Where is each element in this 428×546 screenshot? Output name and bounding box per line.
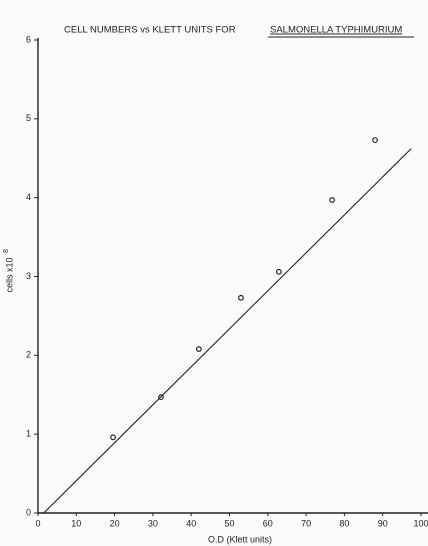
y-tick-label: 6 bbox=[26, 34, 31, 44]
y-tick-label: 4 bbox=[26, 192, 31, 202]
data-point bbox=[195, 346, 202, 352]
chart-title-organism: SALMONELLA TYPHIMURIUM bbox=[270, 25, 402, 36]
x-tick-label: 100 bbox=[413, 518, 428, 528]
y-tick-label: 3 bbox=[26, 271, 31, 281]
x-tick-label: 90 bbox=[378, 518, 388, 528]
chart-title: CELL NUMBERS vs KLETT UNITS FOR bbox=[64, 25, 236, 36]
x-tick-label: 60 bbox=[263, 518, 273, 528]
data-point bbox=[110, 434, 116, 441]
data-point bbox=[276, 268, 282, 275]
y-tick-label: 5 bbox=[26, 113, 31, 123]
data-point bbox=[372, 137, 378, 144]
x-tick-label: 70 bbox=[301, 518, 311, 528]
data-point bbox=[158, 394, 164, 401]
y-axis-exponent: 8 bbox=[3, 249, 10, 253]
data-point bbox=[238, 294, 244, 301]
y-axis-label-group: cells x10 8 bbox=[3, 249, 15, 293]
data-point bbox=[329, 197, 336, 203]
y-tick-label: 1 bbox=[26, 429, 31, 439]
y-axis-label: cells x10 bbox=[4, 257, 14, 292]
x-tick-label: 20 bbox=[110, 518, 120, 528]
x-tick-label: 0 bbox=[35, 518, 40, 528]
x-tick-label: 80 bbox=[339, 518, 349, 528]
fit-line bbox=[43, 148, 412, 514]
x-tick-label: 40 bbox=[186, 518, 196, 528]
x-tick-label: 50 bbox=[224, 518, 234, 528]
y-tick-label: 0 bbox=[26, 507, 31, 517]
x-tick-label: 30 bbox=[148, 518, 158, 528]
x-axis-label: O.D (Klett units) bbox=[208, 534, 272, 544]
x-tick-label: 10 bbox=[71, 518, 81, 528]
y-tick-label: 2 bbox=[26, 350, 31, 360]
